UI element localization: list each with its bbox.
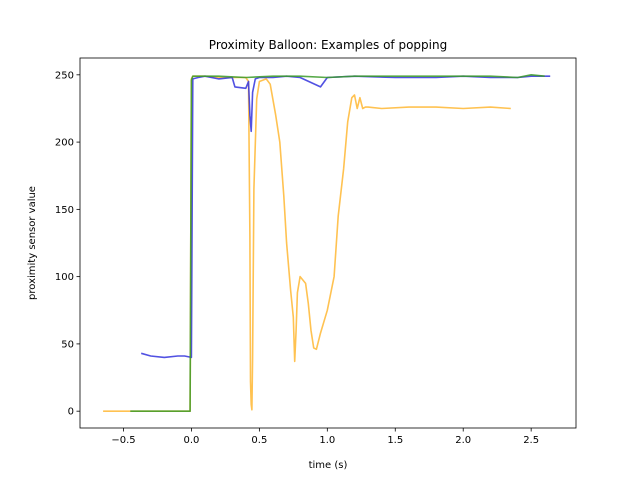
y-tick-label: 50 bbox=[61, 339, 74, 350]
x-tick-label: −0.5 bbox=[111, 435, 135, 446]
x-tick-label: 2.0 bbox=[455, 435, 471, 446]
x-tick-label: 1.0 bbox=[319, 435, 335, 446]
y-axis-ticks: 0 50 100 150 200 250 bbox=[55, 70, 80, 418]
chart-title: Proximity Balloon: Examples of popping bbox=[209, 38, 447, 52]
x-tick-label: 1.5 bbox=[387, 435, 403, 446]
x-axis-label: time (s) bbox=[309, 460, 348, 471]
series-line-2 bbox=[130, 74, 545, 413]
x-tick-label: 2.5 bbox=[523, 435, 539, 446]
series-line-1 bbox=[140, 75, 551, 359]
y-axis-label: proximity sensor value bbox=[27, 186, 38, 300]
plot-frame bbox=[79, 57, 577, 429]
plot-lines bbox=[103, 74, 551, 413]
y-tick-label: 100 bbox=[55, 272, 74, 283]
y-tick-label: 250 bbox=[55, 70, 74, 81]
x-tick-label: 0.5 bbox=[251, 435, 267, 446]
y-tick-label: 150 bbox=[55, 205, 74, 216]
x-tick-label: 0.0 bbox=[183, 435, 199, 446]
y-tick-label: 200 bbox=[55, 138, 74, 149]
x-axis-ticks: −0.5 0.0 0.5 1.0 1.5 2.0 2.5 bbox=[111, 428, 539, 446]
y-tick-label: 0 bbox=[68, 407, 74, 418]
